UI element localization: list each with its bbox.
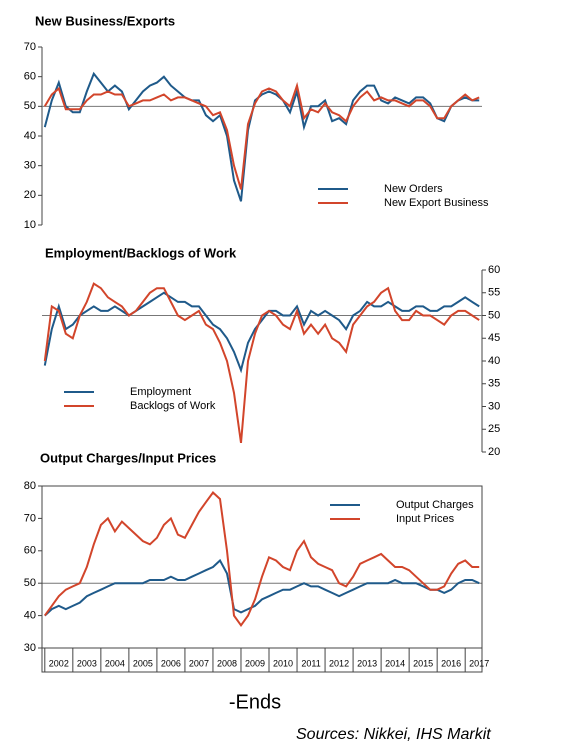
y-tick-label: 25 (488, 423, 500, 435)
y-tick-label: 35 (488, 378, 500, 390)
y-tick-label: 30 (488, 400, 500, 412)
y-tick-label: 55 (488, 287, 500, 299)
y-tick-label: 50 (24, 100, 36, 112)
legend-label: Employment (130, 386, 191, 398)
x-tick-label: 2017 (469, 658, 489, 668)
x-tick-label: 2012 (329, 658, 349, 668)
x-tick-label: 2009 (245, 658, 265, 668)
source-text: Sources: Nikkei, IHS Markit (296, 726, 491, 743)
x-tick-label: 2015 (413, 658, 433, 668)
y-tick-label: 10 (24, 219, 36, 231)
x-tick-label: 2005 (133, 658, 153, 668)
y-tick-label: 60 (24, 71, 36, 83)
y-tick-label: 20 (488, 446, 500, 458)
y-tick-label: 50 (24, 577, 36, 589)
chart-title: Output Charges/Input Prices (40, 450, 216, 465)
y-tick-label: 60 (24, 545, 36, 557)
legend-label: Output Charges (396, 499, 474, 511)
series-line (43, 81, 480, 190)
series-line (44, 558, 480, 617)
x-tick-label: 2011 (301, 658, 320, 668)
y-tick-label: 30 (24, 642, 36, 654)
y-tick-label: 45 (488, 332, 500, 344)
y-tick-label: 50 (488, 309, 500, 321)
x-tick-label: 2016 (441, 658, 461, 668)
legend-label: Backlogs of Work (130, 400, 216, 412)
legend-label: Input Prices (396, 513, 455, 525)
legend-label: New Export Business (384, 197, 489, 209)
chart-title: Employment/Backlogs of Work (45, 245, 237, 260)
legend-label: New Orders (384, 183, 443, 195)
series-line (43, 71, 480, 202)
y-tick-label: 40 (24, 610, 36, 622)
ends-text: -Ends (229, 691, 281, 713)
y-tick-label: 70 (24, 41, 36, 53)
chart-title: New Business/Exports (35, 13, 175, 28)
y-tick-label: 30 (24, 160, 36, 172)
y-tick-label: 80 (24, 480, 36, 492)
series-line (43, 291, 480, 374)
series-line (43, 491, 480, 628)
series-line (43, 282, 480, 444)
x-tick-label: 2004 (105, 658, 125, 668)
y-tick-label: 20 (24, 189, 36, 201)
x-tick-label: 2008 (217, 658, 237, 668)
x-axis-band (41, 647, 483, 673)
x-tick-label: 2003 (77, 658, 97, 668)
x-tick-label: 2002 (49, 658, 69, 668)
x-tick-label: 2007 (189, 658, 209, 668)
y-tick-label: 40 (24, 130, 36, 142)
x-tick-label: 2013 (357, 658, 377, 668)
y-tick-label: 60 (488, 264, 500, 276)
y-tick-label: 40 (488, 355, 500, 367)
y-tick-label: 70 (24, 512, 36, 524)
x-tick-label: 2006 (161, 658, 181, 668)
x-tick-label: 2014 (385, 658, 405, 668)
x-tick-label: 2010 (273, 658, 293, 668)
